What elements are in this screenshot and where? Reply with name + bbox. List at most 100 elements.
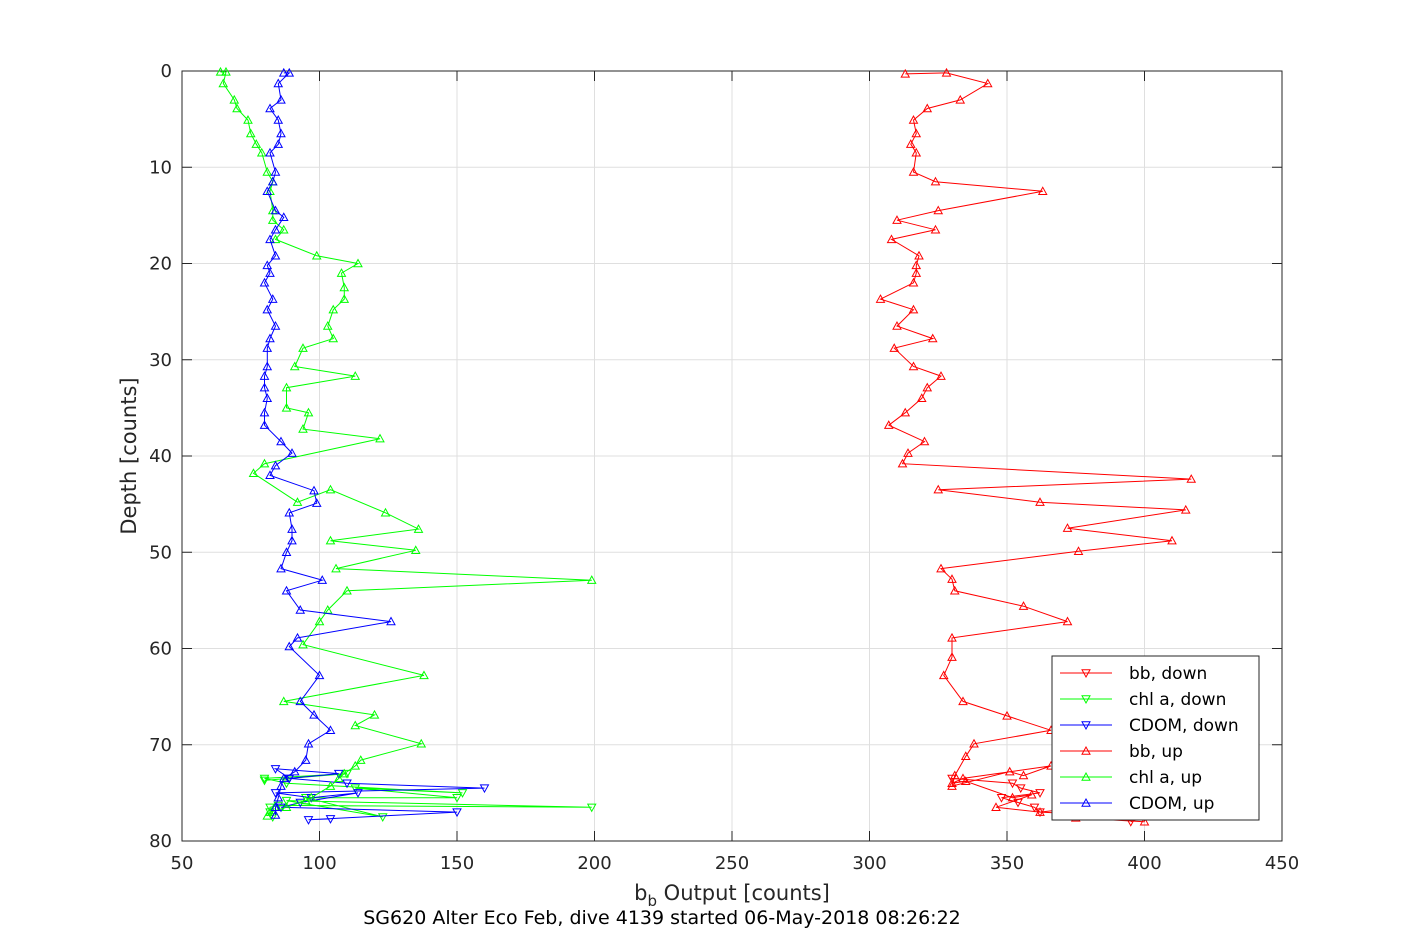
legend-item: CDOM, up xyxy=(1060,794,1214,814)
data-point xyxy=(298,343,308,352)
data-point xyxy=(883,420,894,429)
x-tick-label: 50 xyxy=(171,853,194,874)
series-cdom-up xyxy=(259,67,396,819)
data-point xyxy=(262,167,273,176)
axis-ticks: 50 100 150 200 250 300 350 400 450 0 10 20 30 40 50 60 7… xyxy=(149,61,1299,874)
data-point xyxy=(930,224,941,234)
data-point xyxy=(270,234,281,244)
data-point xyxy=(353,258,363,268)
data-point xyxy=(947,778,957,787)
data-point xyxy=(278,212,289,221)
data-point xyxy=(281,802,292,812)
data-point xyxy=(336,268,347,277)
data-point xyxy=(278,67,289,77)
data-point xyxy=(355,755,366,764)
x-axis-label-subscript: b xyxy=(647,892,657,910)
data-point xyxy=(1186,474,1197,483)
data-point xyxy=(270,205,281,215)
data-point xyxy=(298,424,308,433)
data-point xyxy=(229,94,240,104)
y-tick-label: 60 xyxy=(149,639,172,660)
data-point xyxy=(256,147,267,157)
data-point xyxy=(267,176,278,186)
legend-marker xyxy=(1081,695,1091,705)
data-point xyxy=(314,616,325,626)
data-point xyxy=(350,784,361,794)
data-point xyxy=(903,448,913,457)
data-point xyxy=(243,115,253,124)
data-point xyxy=(897,458,908,468)
x-tick-label: 200 xyxy=(577,853,611,874)
data-point xyxy=(908,115,919,124)
data-point xyxy=(1015,784,1026,794)
data-point xyxy=(265,268,275,277)
legend-marker xyxy=(1081,745,1091,755)
data-point xyxy=(982,78,993,88)
data-point xyxy=(947,574,957,583)
data-point xyxy=(303,738,314,748)
data-point xyxy=(276,128,286,138)
data-point xyxy=(265,803,275,813)
x-tick-label: 100 xyxy=(302,853,336,874)
data-point xyxy=(933,484,944,494)
data-point xyxy=(259,382,270,392)
data-point xyxy=(1007,792,1018,802)
data-point xyxy=(325,725,336,735)
data-point xyxy=(278,773,289,783)
data-point xyxy=(331,563,341,573)
data-point xyxy=(328,333,339,343)
y-tick-label: 30 xyxy=(149,350,172,371)
data-point xyxy=(245,128,256,138)
x-tick-label: 350 xyxy=(990,853,1024,874)
data-point xyxy=(276,436,286,446)
data-point xyxy=(287,448,297,457)
data-point xyxy=(960,776,971,786)
data-point xyxy=(262,361,273,371)
data-point xyxy=(218,78,229,88)
data-point xyxy=(1002,710,1012,720)
data-point xyxy=(287,524,297,533)
data-point xyxy=(936,371,946,380)
data-point xyxy=(916,393,927,402)
data-point xyxy=(267,294,278,303)
data-point xyxy=(938,670,949,680)
data-point xyxy=(262,810,273,820)
data-point xyxy=(295,604,306,614)
data-point xyxy=(270,224,281,234)
data-point xyxy=(930,176,941,186)
data-point xyxy=(276,563,286,573)
data-point xyxy=(262,304,273,314)
legend-marker xyxy=(1081,669,1091,679)
data-point xyxy=(905,139,916,148)
data-point xyxy=(259,420,270,429)
data-point xyxy=(276,781,286,790)
legend-label: chl a, up xyxy=(1129,768,1202,788)
legend-label: CDOM, down xyxy=(1129,716,1239,736)
data-point xyxy=(1004,766,1015,776)
data-point xyxy=(927,333,938,343)
data-point xyxy=(289,361,300,371)
data-point xyxy=(221,66,231,76)
data-point xyxy=(342,585,352,595)
data-point xyxy=(353,789,363,798)
data-point xyxy=(262,343,273,352)
data-point xyxy=(276,803,286,813)
y-tick-label: 20 xyxy=(149,254,172,275)
data-point xyxy=(325,484,336,494)
data-point xyxy=(270,460,281,470)
data-point xyxy=(413,524,424,533)
data-point xyxy=(265,470,275,479)
series-line xyxy=(879,72,1192,823)
data-point xyxy=(259,277,270,287)
data-point xyxy=(949,585,960,595)
data-point xyxy=(295,696,306,706)
data-point xyxy=(270,789,281,798)
data-point xyxy=(350,720,361,730)
data-point xyxy=(922,103,933,113)
data-point xyxy=(281,382,292,392)
data-point xyxy=(262,393,273,402)
data-point xyxy=(410,545,421,555)
data-point xyxy=(1035,807,1045,816)
data-point xyxy=(996,793,1007,803)
